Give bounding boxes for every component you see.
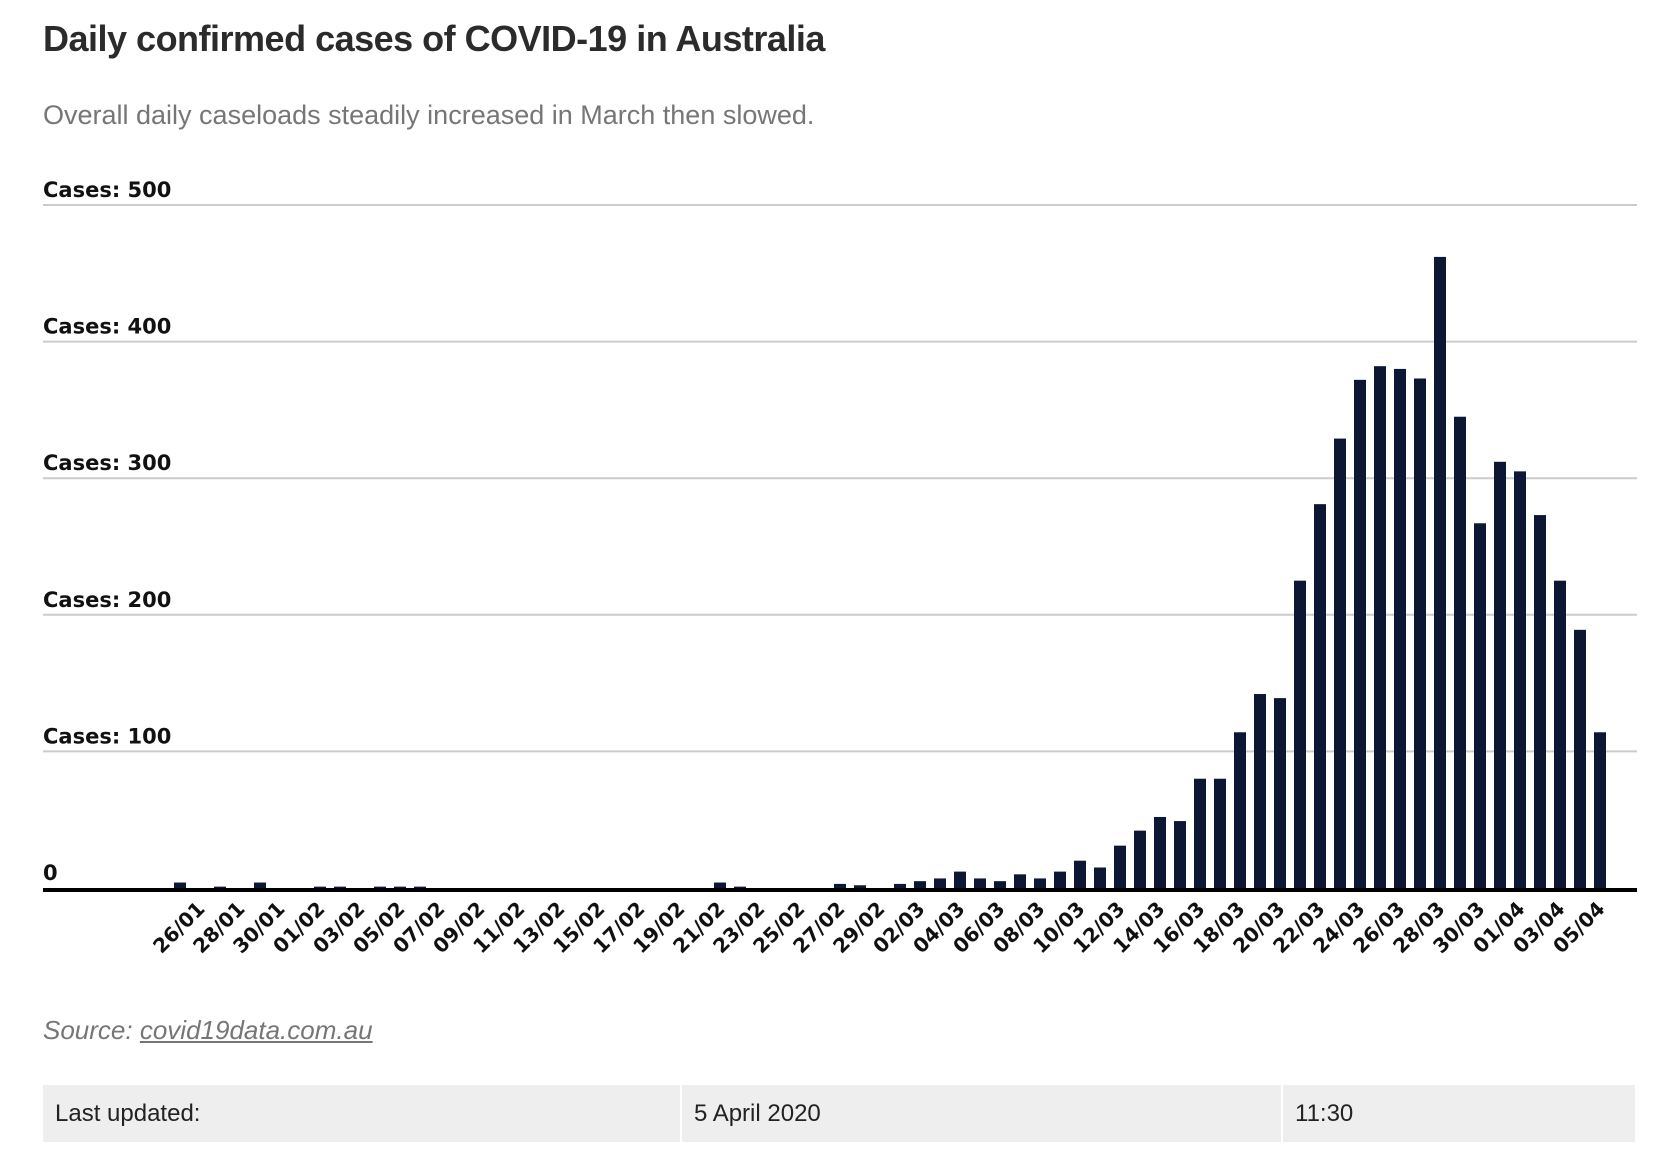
bar-02-02	[334, 886, 346, 888]
y-tick-label: Cases: 400	[43, 315, 171, 339]
y-tick-label: 0	[43, 861, 58, 885]
bar-17-03	[1214, 778, 1226, 888]
bar-08-03	[1034, 878, 1046, 888]
bar-10-03	[1074, 860, 1086, 888]
source-prefix: Source:	[43, 1015, 140, 1045]
bar-22-03	[1314, 504, 1326, 888]
bar-02-03	[914, 881, 926, 888]
last-updated-label: Last updated:	[43, 1085, 682, 1142]
last-updated-time: 11:30	[1295, 1099, 1354, 1127]
bar-21-03	[1294, 580, 1306, 888]
bar-27-02	[834, 883, 846, 888]
source-link[interactable]: covid19data.com.au	[139, 1015, 373, 1045]
bar-30-03	[1474, 523, 1486, 888]
bar-28-03	[1434, 256, 1446, 889]
bar-chart: 0 Cases: 100 Cases: 200 Cases: 300 Cases: 40…	[43, 178, 1637, 958]
bar-09-03	[1054, 871, 1066, 888]
bar-20-03	[1274, 698, 1286, 888]
bar-26-03	[1394, 368, 1406, 888]
bar-05-03	[974, 878, 986, 888]
bar-04-04	[1574, 629, 1586, 888]
chart-title: Daily confirmed cases of COVID-19 in Aus…	[43, 18, 825, 59]
x-tick-labels: 26/0128/0130/0101/0203/0205/0207/0209/02…	[148, 897, 1609, 958]
last-updated-table: Last updated: 5 April 2020 11:30	[43, 1085, 1635, 1142]
chart-subtitle: Overall daily caseloads steadily increas…	[43, 100, 815, 130]
bar-27-01	[214, 886, 226, 888]
bar-24-03	[1354, 379, 1366, 888]
bar-27-03	[1414, 378, 1426, 888]
bar-02-04	[1534, 515, 1546, 888]
y-tick-label: Cases: 200	[43, 588, 171, 612]
bar-06-02	[414, 886, 426, 888]
bar-01-02	[314, 886, 326, 888]
bar-23-03	[1334, 438, 1346, 888]
bar-18-03	[1234, 732, 1246, 888]
bar-05-04	[1594, 732, 1606, 888]
bar-31-03	[1494, 461, 1506, 888]
source-note: Source: covid19data.com.au	[43, 1015, 373, 1046]
y-tick-label: Cases: 100	[43, 724, 171, 748]
bars	[174, 256, 1606, 889]
bar-04-03	[954, 871, 966, 888]
last-updated-date: 5 April 2020	[682, 1085, 1283, 1142]
bar-05-02	[394, 886, 406, 888]
bar-15-03	[1174, 821, 1186, 888]
bar-25-03	[1374, 366, 1386, 888]
bar-12-03	[1114, 845, 1126, 888]
bar-25-01	[174, 882, 186, 888]
bar-11-03	[1094, 867, 1106, 888]
bar-21-02	[714, 882, 726, 888]
gridlines: 0 Cases: 100 Cases: 200 Cases: 300 Cases: 40…	[43, 178, 1637, 885]
bar-22-02	[734, 886, 746, 888]
bar-01-04	[1514, 471, 1526, 888]
bar-07-03	[1014, 874, 1026, 888]
bar-16-03	[1194, 778, 1206, 888]
bar-01-03	[894, 883, 906, 888]
bar-29-03	[1454, 416, 1466, 888]
bar-13-03	[1134, 830, 1146, 888]
bar-28-02	[854, 885, 866, 888]
bar-14-03	[1154, 816, 1166, 888]
bar-06-03	[994, 881, 1006, 888]
bar-19-03	[1254, 694, 1266, 888]
bar-03-04	[1554, 580, 1566, 888]
y-tick-label: Cases: 300	[43, 451, 171, 475]
bar-03-03	[934, 878, 946, 888]
bar-04-02	[374, 886, 386, 888]
bar-29-01	[254, 882, 266, 888]
y-tick-label: Cases: 500	[43, 178, 171, 202]
